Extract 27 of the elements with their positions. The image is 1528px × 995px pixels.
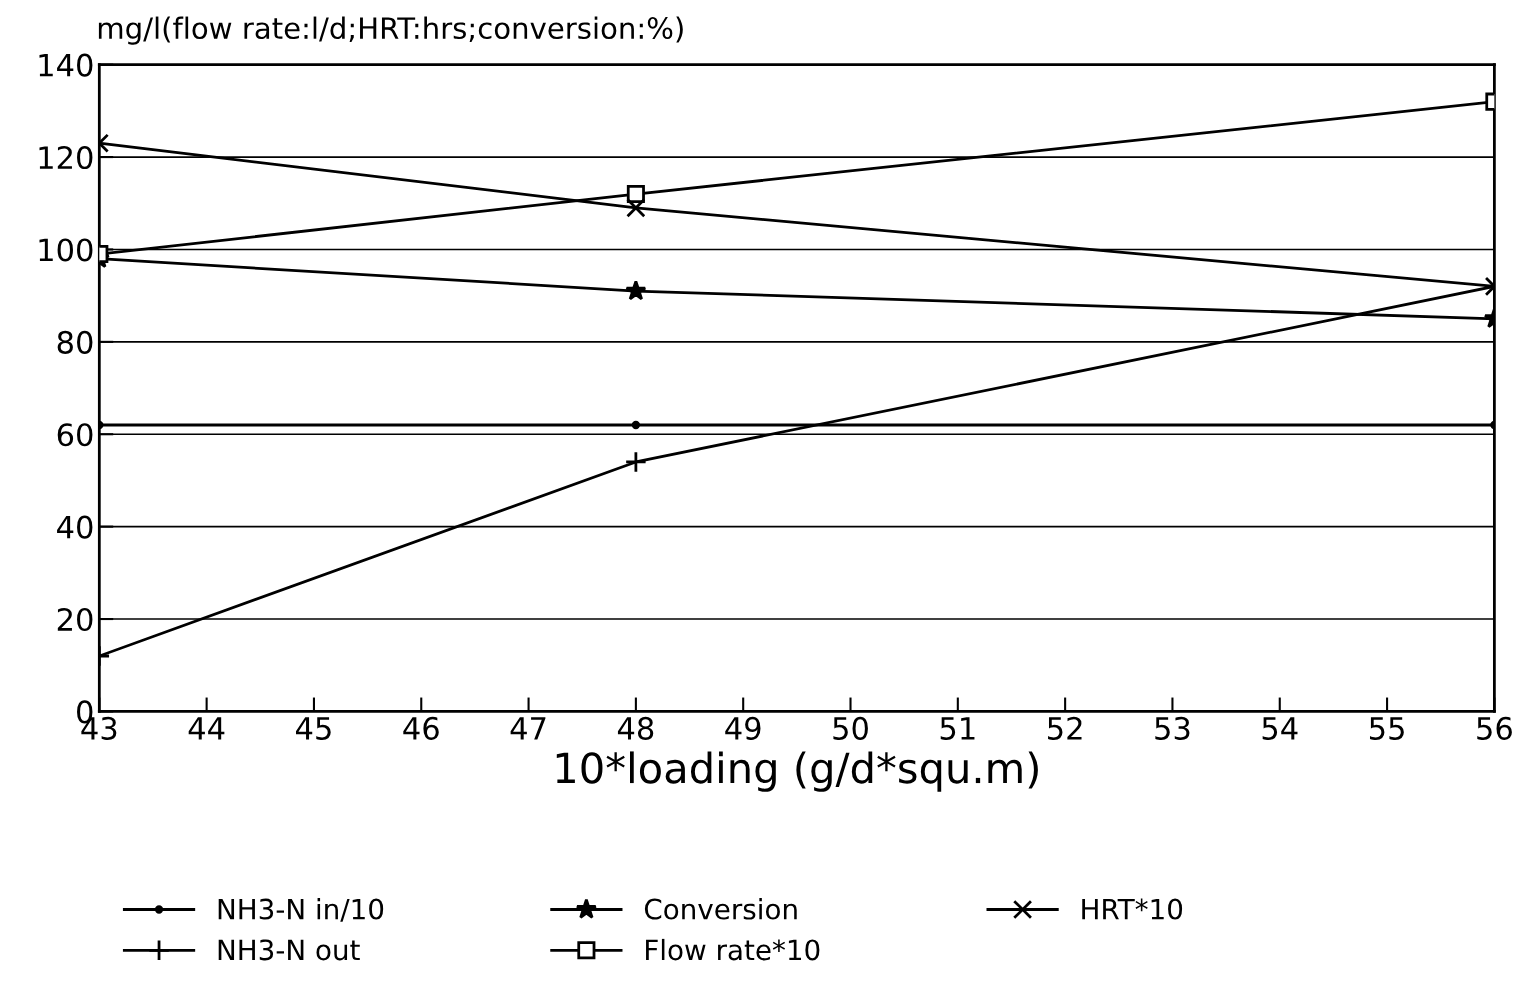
x-tick-label: 55: [1369, 717, 1404, 740]
y-tick-label: 80: [57, 330, 93, 354]
y-tick-label: 120: [39, 146, 93, 170]
x-tick-label: 50: [833, 716, 868, 740]
x-axis-title: 10*loading (g/d*squ.m): [556, 751, 1038, 792]
legend-label: Conversion: [644, 898, 797, 920]
x-tick-label: 49: [725, 716, 761, 740]
x-tick-label: 48: [617, 716, 654, 740]
x-tick-label: 54: [1262, 717, 1298, 740]
y-tick-label: 60: [57, 423, 93, 447]
legend-label: Flow rate*10: [646, 938, 820, 961]
x-tick-label: 56: [1477, 716, 1512, 740]
x-tick-label: 46: [403, 716, 439, 740]
x-tick-label: 44: [188, 717, 225, 740]
x-tick-label: 53: [1155, 716, 1190, 740]
y-axis-title: mg/l(flow rate:l/d;HRT:hrs;conversion:%): [98, 16, 683, 45]
y-tick-label: 20: [57, 607, 93, 632]
y-tick-label: 100: [39, 238, 93, 262]
x-tick-label: 47: [510, 717, 546, 740]
x-tick-label: 52: [1048, 716, 1082, 740]
legend-label: HRT*10: [1082, 898, 1183, 920]
x-tick-label: 51: [940, 717, 975, 740]
y-tick-label: 140: [39, 53, 93, 77]
legend-label: NH3-N in/10: [218, 898, 384, 922]
y-tick-label: 40: [57, 515, 93, 539]
x-tick-label: 45: [296, 717, 331, 740]
legend-label: NH3-N out: [218, 939, 360, 961]
